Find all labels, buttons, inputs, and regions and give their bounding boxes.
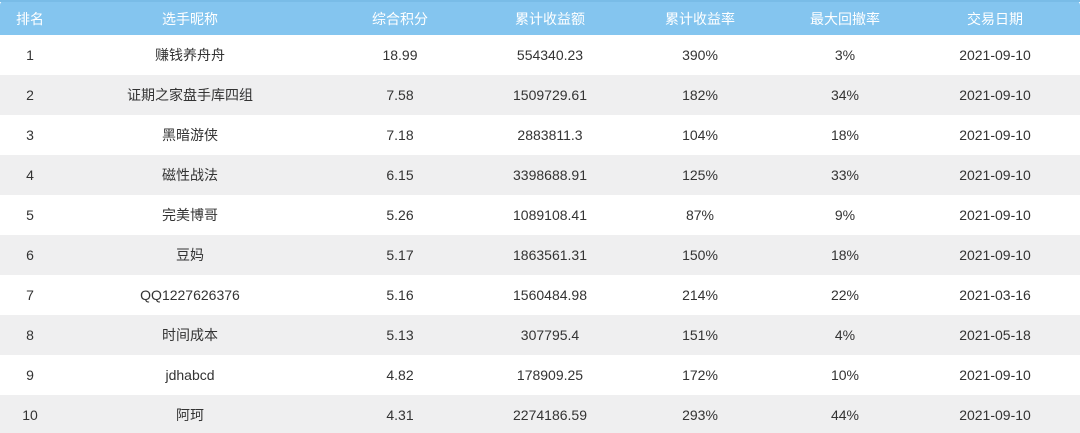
- cell-max_drawdown: 9%: [834, 207, 856, 223]
- cell-profit: 307795.4: [520, 327, 580, 343]
- cell-rank: 7: [26, 287, 34, 303]
- cell-rank: 8: [26, 327, 34, 343]
- cell-max_drawdown: 18%: [830, 127, 860, 143]
- cell-nickname: 豆妈: [176, 247, 204, 263]
- cell-return_rate: 150%: [682, 247, 718, 263]
- cell-trade_date: 2021-03-16: [959, 287, 1031, 303]
- cell-score: 5.16: [386, 287, 414, 303]
- column-header-score: 综合积分: [320, 0, 480, 35]
- cell-return_rate: 172%: [682, 367, 718, 383]
- cell-rank: 2: [26, 87, 34, 103]
- cell-nickname: QQ1227626376: [140, 287, 240, 303]
- cell-trade_date: 2021-09-10: [959, 127, 1031, 143]
- table-row: 8 时间成本 5.13 307795.4 151% 4% 2021-05-18: [0, 315, 1080, 355]
- cell-trade_date: 2021-09-10: [959, 47, 1031, 63]
- cell-profit: 554340.23: [516, 47, 584, 63]
- cell-score: 4.82: [386, 367, 414, 383]
- table-row: 7 QQ1227626376 5.16 1560484.98 214% 22% 2021-0…: [0, 275, 1080, 315]
- table-row: 10 阿珂 4.31 2274186.59 293% 44% 2021-09-10: [0, 395, 1080, 433]
- cell-rank: 5: [26, 207, 34, 223]
- cell-max_drawdown: 33%: [830, 167, 860, 183]
- table-row: 3 黑暗游侠 7.18 2883811.3 104% 18% 2021-09-10: [0, 115, 1080, 155]
- cell-return_rate: 293%: [682, 407, 718, 423]
- cell-trade_date: 2021-05-18: [959, 327, 1031, 343]
- cell-score: 4.31: [386, 407, 414, 423]
- cell-rank: 4: [26, 167, 34, 183]
- cell-trade_date: 2021-09-10: [959, 87, 1031, 103]
- cell-nickname: 阿珂: [176, 407, 204, 423]
- cell-return_rate: 104%: [682, 127, 718, 143]
- cell-score: 7.18: [386, 127, 414, 143]
- cell-trade_date: 2021-09-10: [959, 167, 1031, 183]
- column-header-return_rate: 累计收益率: [620, 0, 780, 35]
- cell-profit: 1089108.41: [513, 207, 587, 223]
- table-header: 排名 选手昵称 综合积分 累计收益额 累计收益率 最大回撤率 交易日期: [0, 0, 1080, 35]
- cell-return_rate: 390%: [682, 47, 718, 63]
- column-header-nickname: 选手昵称: [60, 0, 320, 35]
- cell-score: 18.99: [382, 47, 418, 63]
- cell-rank: 1: [26, 47, 34, 63]
- table-row: 9 jdhabcd 4.82 178909.25 172% 10% 2021-09-10: [0, 355, 1080, 395]
- cell-max_drawdown: 44%: [830, 407, 860, 423]
- cell-nickname: 磁性战法: [162, 167, 218, 183]
- cell-nickname: 证期之家盘手库四组: [127, 87, 253, 103]
- cell-rank: 3: [26, 127, 34, 143]
- cell-max_drawdown: 4%: [834, 327, 856, 343]
- table-row: 2 证期之家盘手库四组 7.58 1509729.61 182% 34% 2021-09-1…: [0, 75, 1080, 115]
- cell-rank: 6: [26, 247, 34, 263]
- cell-profit: 2883811.3: [517, 127, 583, 143]
- cell-profit: 1863561.31: [513, 247, 587, 263]
- cell-nickname: 时间成本: [162, 327, 218, 343]
- cell-nickname: 赚钱养舟舟: [155, 47, 225, 63]
- cell-profit: 178909.25: [516, 367, 584, 383]
- cell-rank: 10: [22, 407, 38, 423]
- cell-profit: 2274186.59: [513, 407, 587, 423]
- cell-score: 5.13: [386, 327, 414, 343]
- table-row: 6 豆妈 5.17 1863561.31 150% 18% 2021-09-10: [0, 235, 1080, 275]
- column-header-rank: 排名: [0, 0, 60, 35]
- cell-rank: 9: [26, 367, 34, 383]
- cell-nickname: 黑暗游侠: [162, 127, 218, 143]
- table-row: 5 完美博哥 5.26 1089108.41 87% 9% 2021-09-10: [0, 195, 1080, 235]
- cell-trade_date: 2021-09-10: [959, 367, 1031, 383]
- cell-return_rate: 151%: [682, 327, 718, 343]
- cell-score: 5.26: [386, 207, 414, 223]
- cell-trade_date: 2021-09-10: [959, 407, 1031, 423]
- table-row: 1 赚钱养舟舟 18.99 554340.23 390% 3% 2021-09-10: [0, 35, 1080, 75]
- cell-score: 5.17: [386, 247, 414, 263]
- cell-score: 6.15: [386, 167, 414, 183]
- cell-profit: 1560484.98: [513, 287, 587, 303]
- cell-max_drawdown: 10%: [830, 367, 860, 383]
- cell-profit: 3398688.91: [513, 167, 587, 183]
- column-header-trade_date: 交易日期: [910, 0, 1080, 35]
- cell-nickname: jdhabcd: [165, 367, 215, 383]
- header-row: 排名 选手昵称 综合积分 累计收益额 累计收益率 最大回撤率 交易日期: [0, 0, 1080, 35]
- cell-trade_date: 2021-09-10: [959, 247, 1031, 263]
- cell-return_rate: 125%: [682, 167, 718, 183]
- cell-max_drawdown: 34%: [830, 87, 860, 103]
- cell-profit: 1509729.61: [513, 87, 587, 103]
- cell-trade_date: 2021-09-10: [959, 207, 1031, 223]
- cell-return_rate: 182%: [682, 87, 718, 103]
- table-row: 4 磁性战法 6.15 3398688.91 125% 33% 2021-09-10: [0, 155, 1080, 195]
- column-header-max_drawdown: 最大回撤率: [780, 0, 910, 35]
- cell-max_drawdown: 22%: [830, 287, 860, 303]
- cell-score: 7.58: [386, 87, 414, 103]
- cell-max_drawdown: 3%: [834, 47, 856, 63]
- cell-max_drawdown: 18%: [830, 247, 860, 263]
- column-header-profit: 累计收益额: [480, 0, 620, 35]
- table-body: 1 赚钱养舟舟 18.99 554340.23 390% 3% 2021-09-10 2 证期之…: [0, 35, 1080, 433]
- cell-return_rate: 214%: [682, 287, 718, 303]
- cell-return_rate: 87%: [685, 207, 715, 223]
- cell-nickname: 完美博哥: [162, 207, 218, 223]
